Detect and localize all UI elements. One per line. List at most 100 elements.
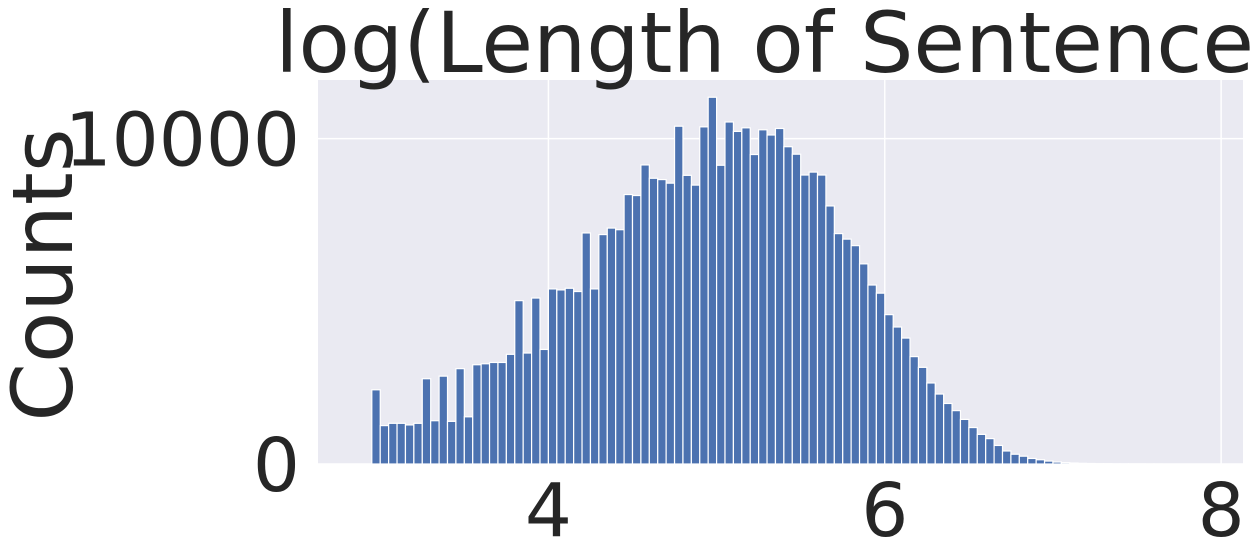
histogram-bar [514, 300, 524, 465]
histogram-bar [724, 121, 735, 465]
histogram-bar [808, 171, 819, 465]
histogram-bar [648, 177, 659, 465]
histogram-bar [438, 375, 449, 465]
y-axis-label: Counts [0, 128, 92, 421]
histogram-bar [858, 263, 869, 465]
histogram-bar [867, 284, 877, 465]
histogram-bar [1119, 463, 1130, 465]
histogram-bar [1077, 462, 1088, 465]
histogram-bar [800, 174, 810, 465]
histogram-bar [909, 356, 920, 465]
histogram-bar [615, 229, 625, 465]
histogram-bar [404, 424, 415, 465]
histogram-bar [968, 426, 978, 465]
x-tick-label: 6 [861, 468, 908, 554]
histogram-bar [985, 438, 995, 465]
histogram-bar [976, 433, 987, 465]
histogram-bar [1060, 462, 1071, 465]
histogram-bar [547, 288, 558, 465]
histogram-bar [505, 353, 516, 465]
histogram-bar [564, 287, 575, 465]
histogram-bar [875, 292, 886, 465]
histogram-bar [598, 233, 608, 465]
y-tick-label: 0 [253, 423, 300, 509]
histogram-bar [623, 193, 634, 465]
histogram-bar [421, 378, 432, 465]
histogram-bar [388, 422, 398, 465]
histogram-bar [1111, 463, 1121, 465]
histogram-bar [943, 402, 953, 465]
histogram-bar [1035, 459, 1046, 465]
histogram-bar [1128, 463, 1138, 466]
histogram-bar [833, 233, 844, 465]
histogram-bar [1043, 460, 1054, 465]
histogram-bar [463, 416, 474, 465]
histogram-bar [1069, 462, 1079, 465]
histogram-bar [573, 290, 583, 465]
histogram-bar [379, 425, 390, 465]
histogram-bar [959, 418, 970, 465]
histogram-bar [522, 352, 533, 465]
histogram-bar [556, 289, 566, 465]
x-tick-label: 4 [525, 468, 572, 554]
y-tick-label: 10000 [65, 98, 300, 184]
histogram-bar [1027, 457, 1037, 465]
histogram-bar [1102, 463, 1113, 465]
histogram-bar [640, 164, 650, 465]
histogram-bar [1052, 461, 1062, 465]
histogram-bar [816, 174, 827, 465]
histogram-bar [934, 393, 945, 465]
histogram-bar [1094, 463, 1105, 465]
histogram-bar [497, 361, 507, 465]
y-axis-ticks: 0 10000 [65, 98, 300, 509]
histogram-bar [741, 127, 751, 465]
histogram-bar [446, 420, 457, 465]
histogram-bar [1085, 462, 1096, 465]
histogram-bar [589, 288, 600, 465]
histogram-bar [673, 125, 684, 465]
histogram-bar [1144, 463, 1155, 466]
histogram-bar [1136, 463, 1147, 466]
histogram-bar [951, 410, 962, 465]
histogram-bar [488, 361, 499, 465]
histogram-bar [791, 153, 802, 465]
histogram-bar [707, 96, 718, 465]
histogram-bar [455, 368, 465, 465]
x-axis-ticks: 4 6 8 [525, 468, 1245, 554]
histogram-bar [1001, 450, 1012, 465]
histogram-bar [900, 337, 911, 465]
histogram-bar [842, 238, 852, 465]
histogram-bar [480, 363, 491, 465]
histogram-bar [396, 422, 407, 465]
histogram-bars [371, 96, 1163, 466]
histogram-bar [1018, 455, 1029, 465]
x-tick-label: 8 [1198, 468, 1245, 554]
histogram-bar [825, 205, 835, 465]
histogram-bar [892, 326, 903, 465]
histogram-bar [884, 314, 894, 465]
histogram-bar [539, 348, 550, 465]
histogram-bar [1153, 463, 1163, 466]
histogram-bar [749, 153, 760, 465]
histogram-bar [657, 178, 667, 465]
histogram-bar [699, 126, 709, 465]
histogram-bar [758, 129, 768, 465]
histogram-bar [413, 422, 423, 465]
histogram-bar [631, 194, 642, 465]
histogram-bar [530, 297, 541, 465]
histogram-bar [783, 146, 793, 465]
chart-title: log(Length of Sentence) [275, 0, 1255, 92]
histogram-bar [371, 389, 381, 465]
histogram-bar [917, 366, 928, 465]
histogram-bar [430, 420, 440, 465]
histogram-bar [690, 184, 701, 465]
histogram-bar [606, 227, 617, 465]
histogram-bar [766, 134, 777, 465]
histogram-bar [732, 130, 743, 465]
histogram-bar [715, 164, 726, 465]
histogram-bar [581, 232, 592, 465]
histogram-bar [850, 245, 861, 465]
histogram-bar [682, 174, 692, 465]
histogram-bar [993, 444, 1004, 465]
